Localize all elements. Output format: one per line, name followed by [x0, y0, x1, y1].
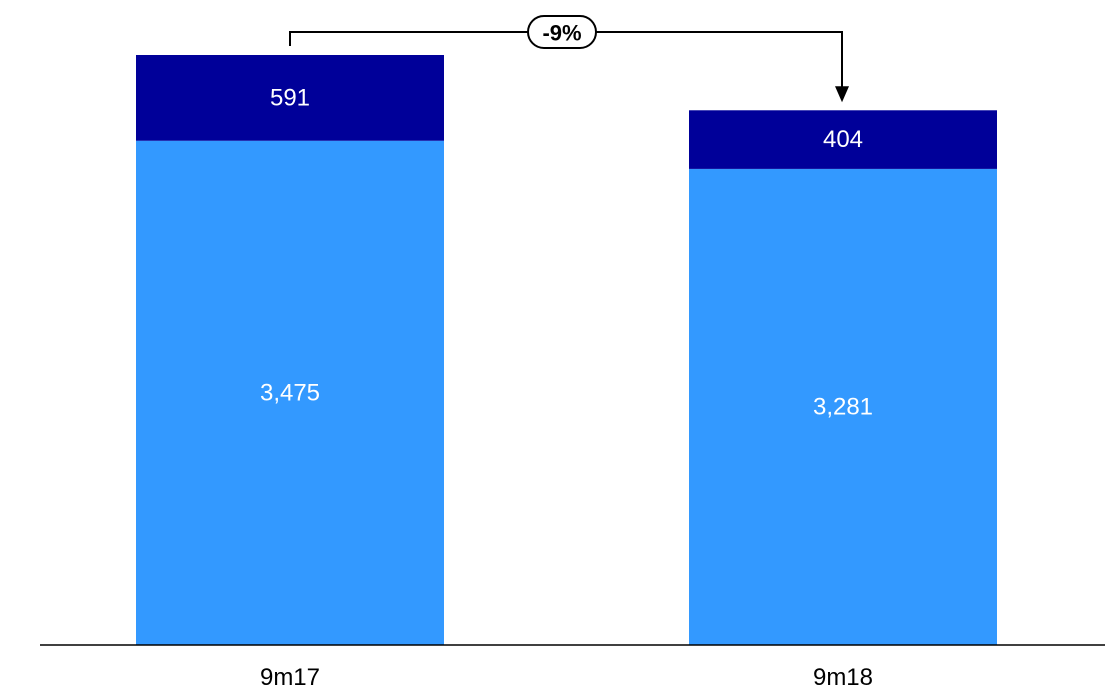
x-tick-label-9m17: 9m17	[260, 664, 320, 691]
arrow-down-icon	[835, 86, 849, 103]
bars-group	[136, 55, 997, 645]
bar-segment-9m18-s0	[689, 168, 997, 645]
bar-segment-9m17-s0	[136, 140, 444, 645]
change-badge-label: -9%	[542, 21, 581, 46]
bar-segment-9m17-s1	[136, 55, 444, 141]
x-tick-labels-group: 9m17 9m18	[260, 664, 873, 691]
bar-segment-9m18-s1	[689, 110, 997, 169]
change-badge	[527, 15, 597, 49]
data-label-9m18-s1: 404	[823, 126, 863, 153]
change-annotation: -9%	[289, 15, 849, 103]
bar-labels-group: 3,475 591 3,281 404	[260, 84, 873, 420]
x-tick-label-9m18: 9m18	[813, 664, 873, 691]
data-label-9m17-s1: 591	[270, 84, 310, 111]
data-label-9m17-s0: 3,475	[260, 379, 320, 406]
data-label-9m18-s0: 3,281	[813, 393, 873, 420]
